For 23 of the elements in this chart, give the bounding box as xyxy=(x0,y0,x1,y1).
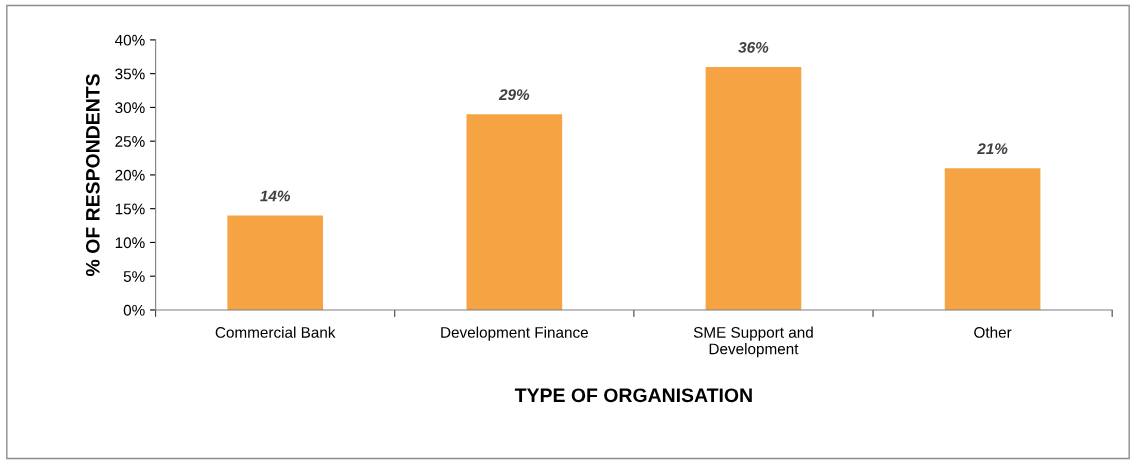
bar xyxy=(705,66,802,310)
y-tick-label: 25% xyxy=(115,136,145,147)
y-tick-label: 0% xyxy=(123,304,145,316)
data-label: 21% xyxy=(977,143,1008,155)
y-tick-label: 10% xyxy=(115,237,145,249)
x-tick-label: Commercial Bank xyxy=(215,326,336,338)
y-tick-label: 5% xyxy=(123,271,145,282)
x-tick-label: SME Support and Development xyxy=(693,326,813,358)
y-tick-label: 20% xyxy=(115,169,145,181)
x-tick-label: Other xyxy=(974,326,1012,338)
data-label: 29% xyxy=(498,89,530,101)
y-tick-label: 35% xyxy=(115,68,145,80)
y-tick-label: 15% xyxy=(115,203,145,215)
y-tick-label: 40% xyxy=(114,34,145,46)
bar xyxy=(227,215,324,310)
y-axis-title: % OF RESPONDENTS xyxy=(85,74,100,276)
bar xyxy=(944,168,1041,310)
bar xyxy=(466,114,563,310)
x-axis-title: TYPE OF ORGANISATION xyxy=(514,388,752,403)
y-tick-label: 30% xyxy=(115,102,145,114)
data-label: 36% xyxy=(738,41,769,53)
data-label: 14% xyxy=(260,190,291,202)
x-tick-label: Development Finance xyxy=(441,326,588,341)
